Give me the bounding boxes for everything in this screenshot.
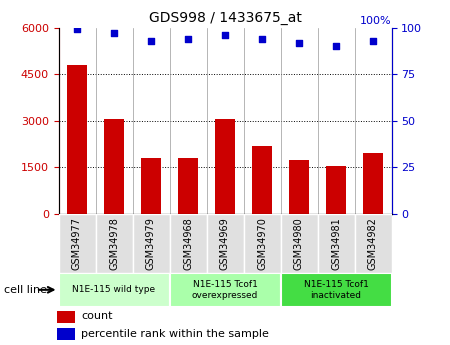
- Bar: [58, 273, 170, 307]
- Point: [184, 36, 192, 41]
- Bar: [363, 153, 383, 214]
- Bar: [280, 214, 318, 273]
- Text: GSM34982: GSM34982: [368, 217, 378, 270]
- Bar: [243, 214, 280, 273]
- Bar: [58, 310, 75, 323]
- Point: [148, 38, 155, 43]
- Bar: [170, 214, 207, 273]
- Bar: [280, 273, 392, 307]
- Bar: [170, 273, 280, 307]
- Text: GSM34968: GSM34968: [183, 217, 193, 269]
- Text: GSM34970: GSM34970: [257, 217, 267, 270]
- Bar: [289, 159, 309, 214]
- Bar: [326, 166, 346, 214]
- Text: percentile rank within the sample: percentile rank within the sample: [81, 329, 269, 338]
- Text: GSM34977: GSM34977: [72, 217, 82, 270]
- Bar: [132, 214, 170, 273]
- Bar: [95, 214, 132, 273]
- Bar: [215, 119, 235, 214]
- Point: [73, 27, 81, 32]
- Text: GSM34981: GSM34981: [331, 217, 341, 269]
- Title: GDS998 / 1433675_at: GDS998 / 1433675_at: [148, 11, 302, 25]
- Text: GSM34969: GSM34969: [220, 217, 230, 269]
- Bar: [104, 119, 124, 214]
- Bar: [58, 328, 75, 340]
- Text: cell line: cell line: [4, 285, 48, 295]
- Bar: [141, 158, 161, 214]
- Bar: [355, 214, 392, 273]
- Bar: [252, 146, 272, 214]
- Text: count: count: [81, 312, 113, 321]
- Bar: [318, 214, 355, 273]
- Text: N1E-115 Tcof1
inactivated: N1E-115 Tcof1 inactivated: [304, 280, 369, 299]
- Text: GSM34978: GSM34978: [109, 217, 119, 270]
- Point: [221, 32, 229, 38]
- Bar: [58, 214, 95, 273]
- Bar: [207, 214, 243, 273]
- Bar: [67, 65, 87, 214]
- Point: [333, 43, 340, 49]
- Point: [369, 38, 377, 43]
- Point: [110, 30, 117, 36]
- Point: [258, 36, 265, 41]
- Point: [295, 40, 302, 45]
- Text: GSM34980: GSM34980: [294, 217, 304, 269]
- Text: N1E-115 Tcof1
overexpressed: N1E-115 Tcof1 overexpressed: [192, 280, 258, 299]
- Text: 100%: 100%: [360, 16, 392, 26]
- Bar: [178, 158, 198, 214]
- Text: GSM34979: GSM34979: [146, 217, 156, 270]
- Text: N1E-115 wild type: N1E-115 wild type: [72, 285, 156, 294]
